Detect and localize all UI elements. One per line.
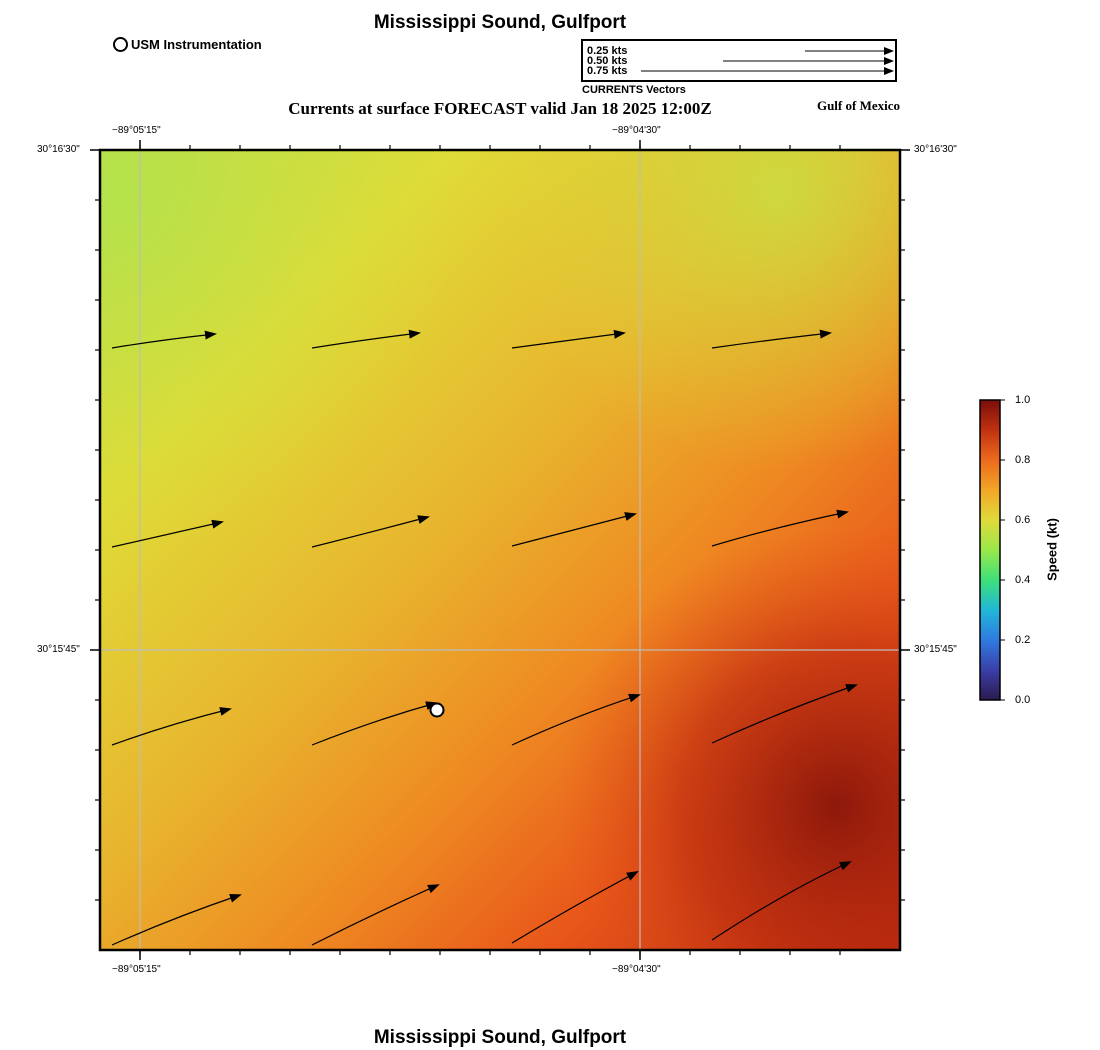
- station-legend: USM Instrumentation: [113, 37, 262, 52]
- speed-field-high-zone: [100, 150, 900, 950]
- current-vector: [111, 707, 232, 746]
- speed-colorbar: [979, 399, 1005, 701]
- current-vector: [311, 701, 438, 746]
- current-vector: [311, 515, 430, 548]
- lat-tick-right-1: 30°16'30": [914, 144, 957, 155]
- vector-scale-legend: 0.25 kts 0.50 kts 0.75 kts: [581, 39, 897, 82]
- lat-tick-right-2: 30°15'45": [914, 644, 957, 655]
- current-vector: [311, 884, 440, 946]
- colorbar-tick-5: 0.2: [1015, 634, 1031, 646]
- colorbar-title: Speed (kt): [1044, 518, 1060, 581]
- footer-title: Mississippi Sound, Gulfport: [373, 1027, 627, 1048]
- current-vector: [511, 512, 637, 547]
- station-legend-label: USM Instrumentation: [131, 37, 262, 52]
- colorbar-tick-2: 0.8: [1015, 454, 1031, 466]
- vector-scale-label-3: 0.75 kts: [587, 65, 628, 77]
- colorbar-tick-6: 0.0: [1015, 694, 1031, 706]
- colorbar-tick-1: 1.0: [1015, 394, 1031, 406]
- vector-caption: CURRENTS Vectors: [582, 84, 686, 96]
- current-vector: [111, 519, 224, 548]
- current-vector: [711, 861, 852, 941]
- current-vector: [711, 329, 832, 349]
- lon-tick-top-1: −89°05'15": [112, 125, 161, 136]
- station-circle-icon: [113, 37, 128, 52]
- lon-tick-bottom-2: −89°04'30": [612, 964, 661, 975]
- lon-tick-top-2: −89°04'30": [612, 125, 661, 136]
- colorbar-tick-3: 0.6: [1015, 514, 1031, 526]
- vector-scale-label-1: 0.25 kts: [587, 45, 628, 57]
- current-vector: [511, 871, 639, 944]
- current-vector: [111, 330, 217, 349]
- current-vector: [511, 693, 641, 746]
- map-title: Mississippi Sound, Gulfport: [373, 12, 627, 33]
- current-vector: [711, 509, 849, 547]
- vector-scale-arrows: [641, 47, 894, 75]
- map-subtitle: Currents at surface FORECAST valid Jan 1…: [288, 99, 712, 118]
- colorbar-tick-4: 0.4: [1015, 574, 1031, 586]
- station-marker: [429, 702, 445, 718]
- frame-ticks: [90, 140, 910, 960]
- vector-scale-label-2: 0.50 kts: [587, 55, 628, 67]
- lat-tick-left-2: 30°15'45": [37, 644, 80, 655]
- colorbar-gradient: [979, 399, 1001, 701]
- lat-tick-left-1: 30°16'30": [37, 144, 80, 155]
- current-vector: [711, 684, 858, 744]
- current-vector: [311, 329, 421, 349]
- lon-tick-bottom-1: −89°05'15": [112, 964, 161, 975]
- region-label: Gulf of Mexico: [816, 98, 900, 113]
- current-speed-map: [90, 140, 910, 960]
- current-vector: [511, 329, 626, 349]
- current-vector: [111, 893, 242, 946]
